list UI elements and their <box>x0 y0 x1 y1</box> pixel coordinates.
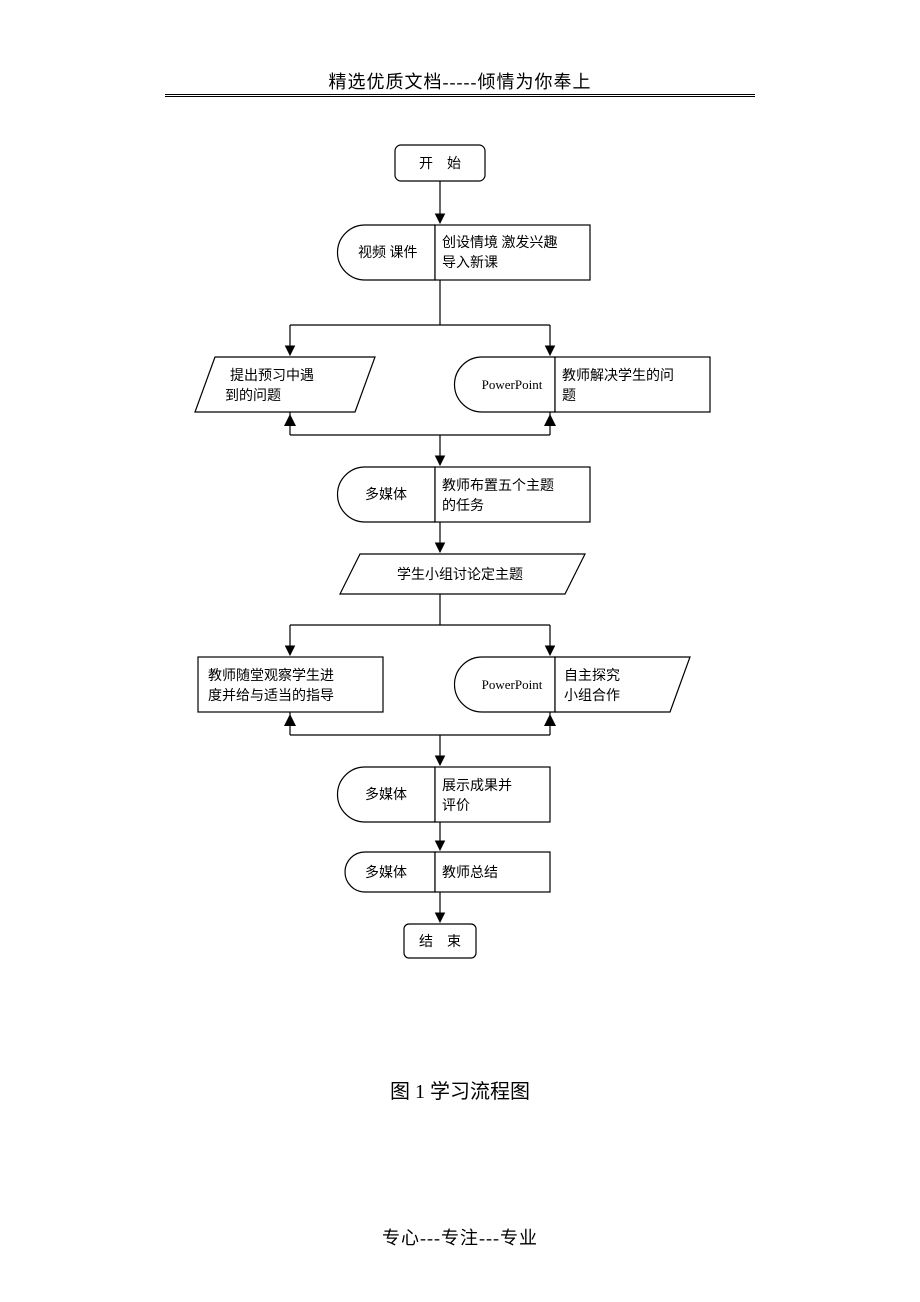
node-n1-left-label: 视频 课件 <box>358 245 418 261</box>
node-n2-left-l2: 到的问题 <box>225 388 281 404</box>
node-n2-left-l1: 提出预习中遇 <box>230 368 314 384</box>
node-n2-mid-label: PowerPoint <box>482 377 543 392</box>
node-n6-left-label: 多媒体 <box>365 786 407 803</box>
node-n5-mid-label: PowerPoint <box>482 677 543 692</box>
node-end-label: 结 束 <box>419 934 461 950</box>
node-n7-right-label: 教师总结 <box>442 865 498 881</box>
node-n5-left-l2: 度并给与适当的指导 <box>208 688 334 704</box>
node-n3-right-l2: 的任务 <box>442 498 484 514</box>
flowchart: 开 始 视频 课件 创设情境 激发兴趣 导入新课 提出预习中遇 到的问题 Pow… <box>160 130 760 1035</box>
node-n3-left-label: 多媒体 <box>365 486 407 503</box>
node-n5-right-l1: 自主探究 <box>564 668 620 684</box>
figure-caption: 图 1 学习流程图 <box>0 1075 920 1104</box>
node-n1-right-l2: 导入新课 <box>442 255 498 271</box>
header-rule <box>165 94 755 97</box>
node-n1-right-l1: 创设情境 激发兴趣 <box>442 234 558 251</box>
node-n3-right-l1: 教师布置五个主题 <box>442 478 554 494</box>
page-header: 精选优质文档-----倾情为你奉上 <box>0 68 920 94</box>
node-n5-right-l2: 小组合作 <box>564 688 620 704</box>
node-n2-right-l2: 题 <box>562 389 576 404</box>
node-n6-right-l1: 展示成果并 <box>442 778 512 794</box>
node-n7-left-label: 多媒体 <box>365 864 407 881</box>
node-start-label: 开 始 <box>419 156 461 172</box>
node-n6-right-l2: 评价 <box>442 798 470 814</box>
node-n2-right-l1: 教师解决学生的问 <box>562 368 674 384</box>
page-footer: 专心---专注---专业 <box>0 1224 920 1250</box>
node-n4-label: 学生小组讨论定主题 <box>397 567 523 583</box>
node-n5-left-l1: 教师随堂观察学生进 <box>208 667 334 684</box>
page: 精选优质文档-----倾情为你奉上 <box>0 0 920 1302</box>
